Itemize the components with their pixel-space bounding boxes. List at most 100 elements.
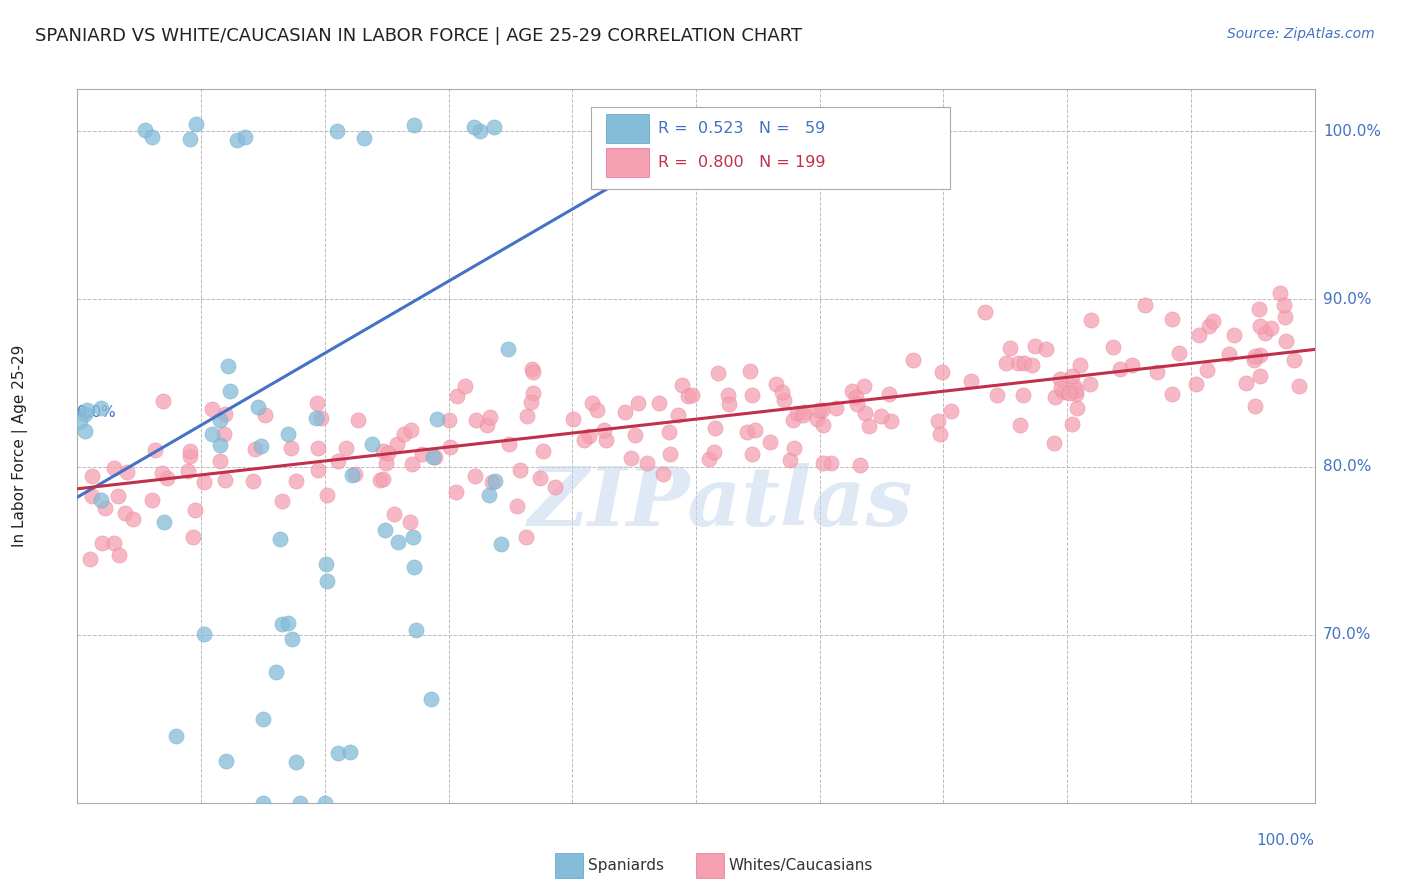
- Point: [426, 412, 449, 426]
- Point: [305, 410, 328, 425]
- Point: [402, 560, 425, 574]
- Point: [392, 427, 415, 442]
- Point: [90, 493, 112, 508]
- Point: [326, 454, 349, 468]
- Point: [1010, 417, 1032, 432]
- Point: [1052, 385, 1074, 400]
- Point: [153, 516, 176, 530]
- Point: [155, 471, 177, 485]
- Point: [773, 392, 796, 407]
- Point: [825, 401, 848, 415]
- Point: [1198, 318, 1220, 333]
- Point: [90, 401, 112, 415]
- Point: [252, 712, 274, 726]
- Point: [995, 356, 1018, 370]
- Point: [1024, 338, 1046, 352]
- Point: [374, 523, 396, 537]
- FancyBboxPatch shape: [606, 114, 650, 143]
- Point: [470, 124, 492, 138]
- Point: [401, 457, 423, 471]
- Point: [371, 443, 394, 458]
- Text: ZIPatlas: ZIPatlas: [529, 463, 914, 543]
- Point: [179, 443, 201, 458]
- Point: [1274, 310, 1296, 325]
- Point: [1014, 356, 1036, 370]
- Point: [82, 469, 104, 483]
- Text: 0.0%: 0.0%: [77, 405, 117, 420]
- Point: [1066, 401, 1088, 415]
- Point: [1275, 334, 1298, 348]
- Point: [806, 412, 828, 426]
- Point: [73, 424, 96, 438]
- Point: [326, 124, 349, 138]
- Point: [1223, 327, 1246, 342]
- Point: [76, 403, 98, 417]
- Point: [209, 413, 232, 427]
- Point: [399, 515, 422, 529]
- Point: [309, 411, 332, 425]
- Point: [792, 408, 814, 422]
- Point: [783, 441, 806, 455]
- Point: [498, 437, 520, 451]
- Point: [308, 463, 330, 477]
- Point: [927, 414, 949, 428]
- Point: [314, 796, 336, 810]
- Point: [315, 557, 337, 571]
- Text: 70.0%: 70.0%: [1323, 627, 1371, 642]
- Text: 100.0%: 100.0%: [1257, 833, 1315, 848]
- Point: [624, 428, 647, 442]
- Point: [342, 468, 364, 483]
- Point: [1249, 318, 1271, 333]
- Point: [880, 414, 903, 428]
- Point: [437, 413, 460, 427]
- Point: [284, 756, 307, 770]
- Text: 90.0%: 90.0%: [1323, 292, 1371, 307]
- Point: [770, 385, 793, 400]
- Point: [586, 403, 609, 417]
- Point: [179, 449, 201, 463]
- Point: [315, 488, 337, 502]
- Point: [858, 419, 880, 434]
- Point: [80, 489, 103, 503]
- Point: [463, 120, 485, 134]
- Point: [201, 401, 224, 416]
- Point: [269, 532, 291, 546]
- Point: [277, 427, 299, 442]
- Point: [846, 397, 869, 411]
- Point: [1146, 365, 1168, 379]
- Point: [998, 341, 1021, 355]
- Point: [464, 469, 486, 483]
- Point: [489, 537, 512, 551]
- Point: [411, 447, 433, 461]
- Point: [285, 474, 308, 488]
- Point: [374, 456, 396, 470]
- Point: [152, 393, 174, 408]
- Point: [1043, 390, 1066, 404]
- Point: [648, 396, 671, 410]
- Point: [121, 512, 143, 526]
- Point: [592, 423, 614, 437]
- Point: [595, 433, 617, 447]
- Point: [974, 305, 997, 319]
- Point: [1066, 387, 1088, 401]
- Point: [214, 407, 236, 421]
- Point: [613, 405, 636, 419]
- Point: [931, 365, 953, 379]
- Point: [1202, 314, 1225, 328]
- Point: [249, 439, 271, 453]
- Point: [217, 359, 239, 374]
- Point: [939, 403, 962, 417]
- Point: [339, 746, 361, 760]
- Point: [1063, 378, 1085, 392]
- Point: [658, 425, 681, 439]
- Point: [484, 120, 506, 134]
- Point: [1050, 381, 1073, 395]
- Point: [385, 437, 408, 451]
- Point: [183, 503, 205, 517]
- Point: [401, 530, 423, 544]
- Point: [516, 409, 538, 424]
- Point: [326, 746, 349, 760]
- Point: [738, 364, 761, 378]
- Point: [475, 417, 498, 432]
- Point: [150, 466, 173, 480]
